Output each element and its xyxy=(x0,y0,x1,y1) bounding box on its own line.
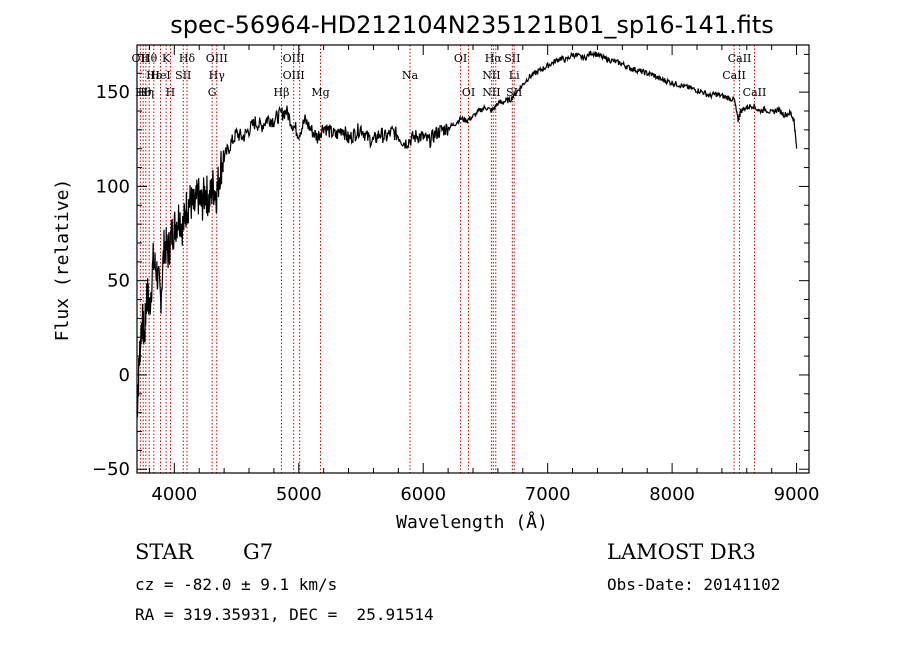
x-axis-label: Wavelength (Å) xyxy=(396,511,548,533)
survey-name: LAMOST DR3 xyxy=(607,540,756,564)
obs-date: Obs-Date: 20141102 xyxy=(607,575,781,594)
spectrum-series-line xyxy=(136,50,798,418)
line-label: CaII xyxy=(722,69,746,82)
x-tick-label: 8000 xyxy=(649,484,695,505)
subclass: G7 xyxy=(243,540,274,564)
line-label: Hδ xyxy=(179,52,196,65)
y-tick-label: 100 xyxy=(96,176,130,197)
line-label: Mg xyxy=(311,86,329,99)
line-label: Hα xyxy=(485,52,503,65)
line-label: G xyxy=(208,86,217,99)
line-label: OIII xyxy=(206,52,228,65)
line-label: Hβ xyxy=(274,86,290,99)
plot-frame xyxy=(136,44,810,474)
line-label: Hθ xyxy=(141,52,158,65)
line-label: Na xyxy=(402,69,419,82)
x-tick-label: 7000 xyxy=(525,484,571,505)
line-label: HeI xyxy=(150,69,170,82)
ra-dec: RA = 319.35931, DEC = 25.91514 xyxy=(135,605,434,624)
line-label: Hγ xyxy=(209,69,226,82)
line-label: OIII xyxy=(283,52,305,65)
y-tick-label: 50 xyxy=(107,271,130,292)
line-label: Hε xyxy=(146,69,162,82)
line-label: K xyxy=(162,52,171,65)
line-label: OI xyxy=(462,86,475,99)
line-label: OI xyxy=(454,52,467,65)
line-label: CaII xyxy=(728,52,752,65)
line-label: Li xyxy=(509,69,520,82)
y-tick-label: 0 xyxy=(119,365,130,386)
emission-line-markers xyxy=(139,45,755,473)
line-label: OII xyxy=(132,52,150,65)
y-axis-label: Flux (relative) xyxy=(52,179,73,342)
line-label: NII xyxy=(482,69,500,82)
line-label: SII xyxy=(504,52,520,65)
x-tick-label: 4000 xyxy=(151,484,197,505)
x-tick-label: 6000 xyxy=(400,484,446,505)
y-axis: −50 0 50 100 150 xyxy=(92,53,809,480)
y-tick-label: −50 xyxy=(92,459,130,480)
x-tick-label: 5000 xyxy=(276,484,322,505)
x-tick-label: 9000 xyxy=(774,484,820,505)
x-axis: 4000 5000 6000 7000 8000 9000 xyxy=(148,45,820,505)
line-label: NII xyxy=(482,86,500,99)
emission-line-labels: OIIHθHηHθHεHeIKHSIIHδGOIIIHγHβOIIIOIIIMg… xyxy=(132,52,767,99)
line-label: CaII xyxy=(743,86,767,99)
star-class: STAR xyxy=(135,540,194,564)
line-label: OIII xyxy=(283,69,305,82)
line-label: H xyxy=(166,86,176,99)
y-tick-label: 150 xyxy=(96,82,130,103)
redshift-cz: cz = -82.0 ± 9.1 km/s xyxy=(135,575,338,594)
line-label: SII xyxy=(175,69,191,82)
chart-title: spec-56964-HD212104N235121B01_sp16-141.f… xyxy=(170,11,774,39)
